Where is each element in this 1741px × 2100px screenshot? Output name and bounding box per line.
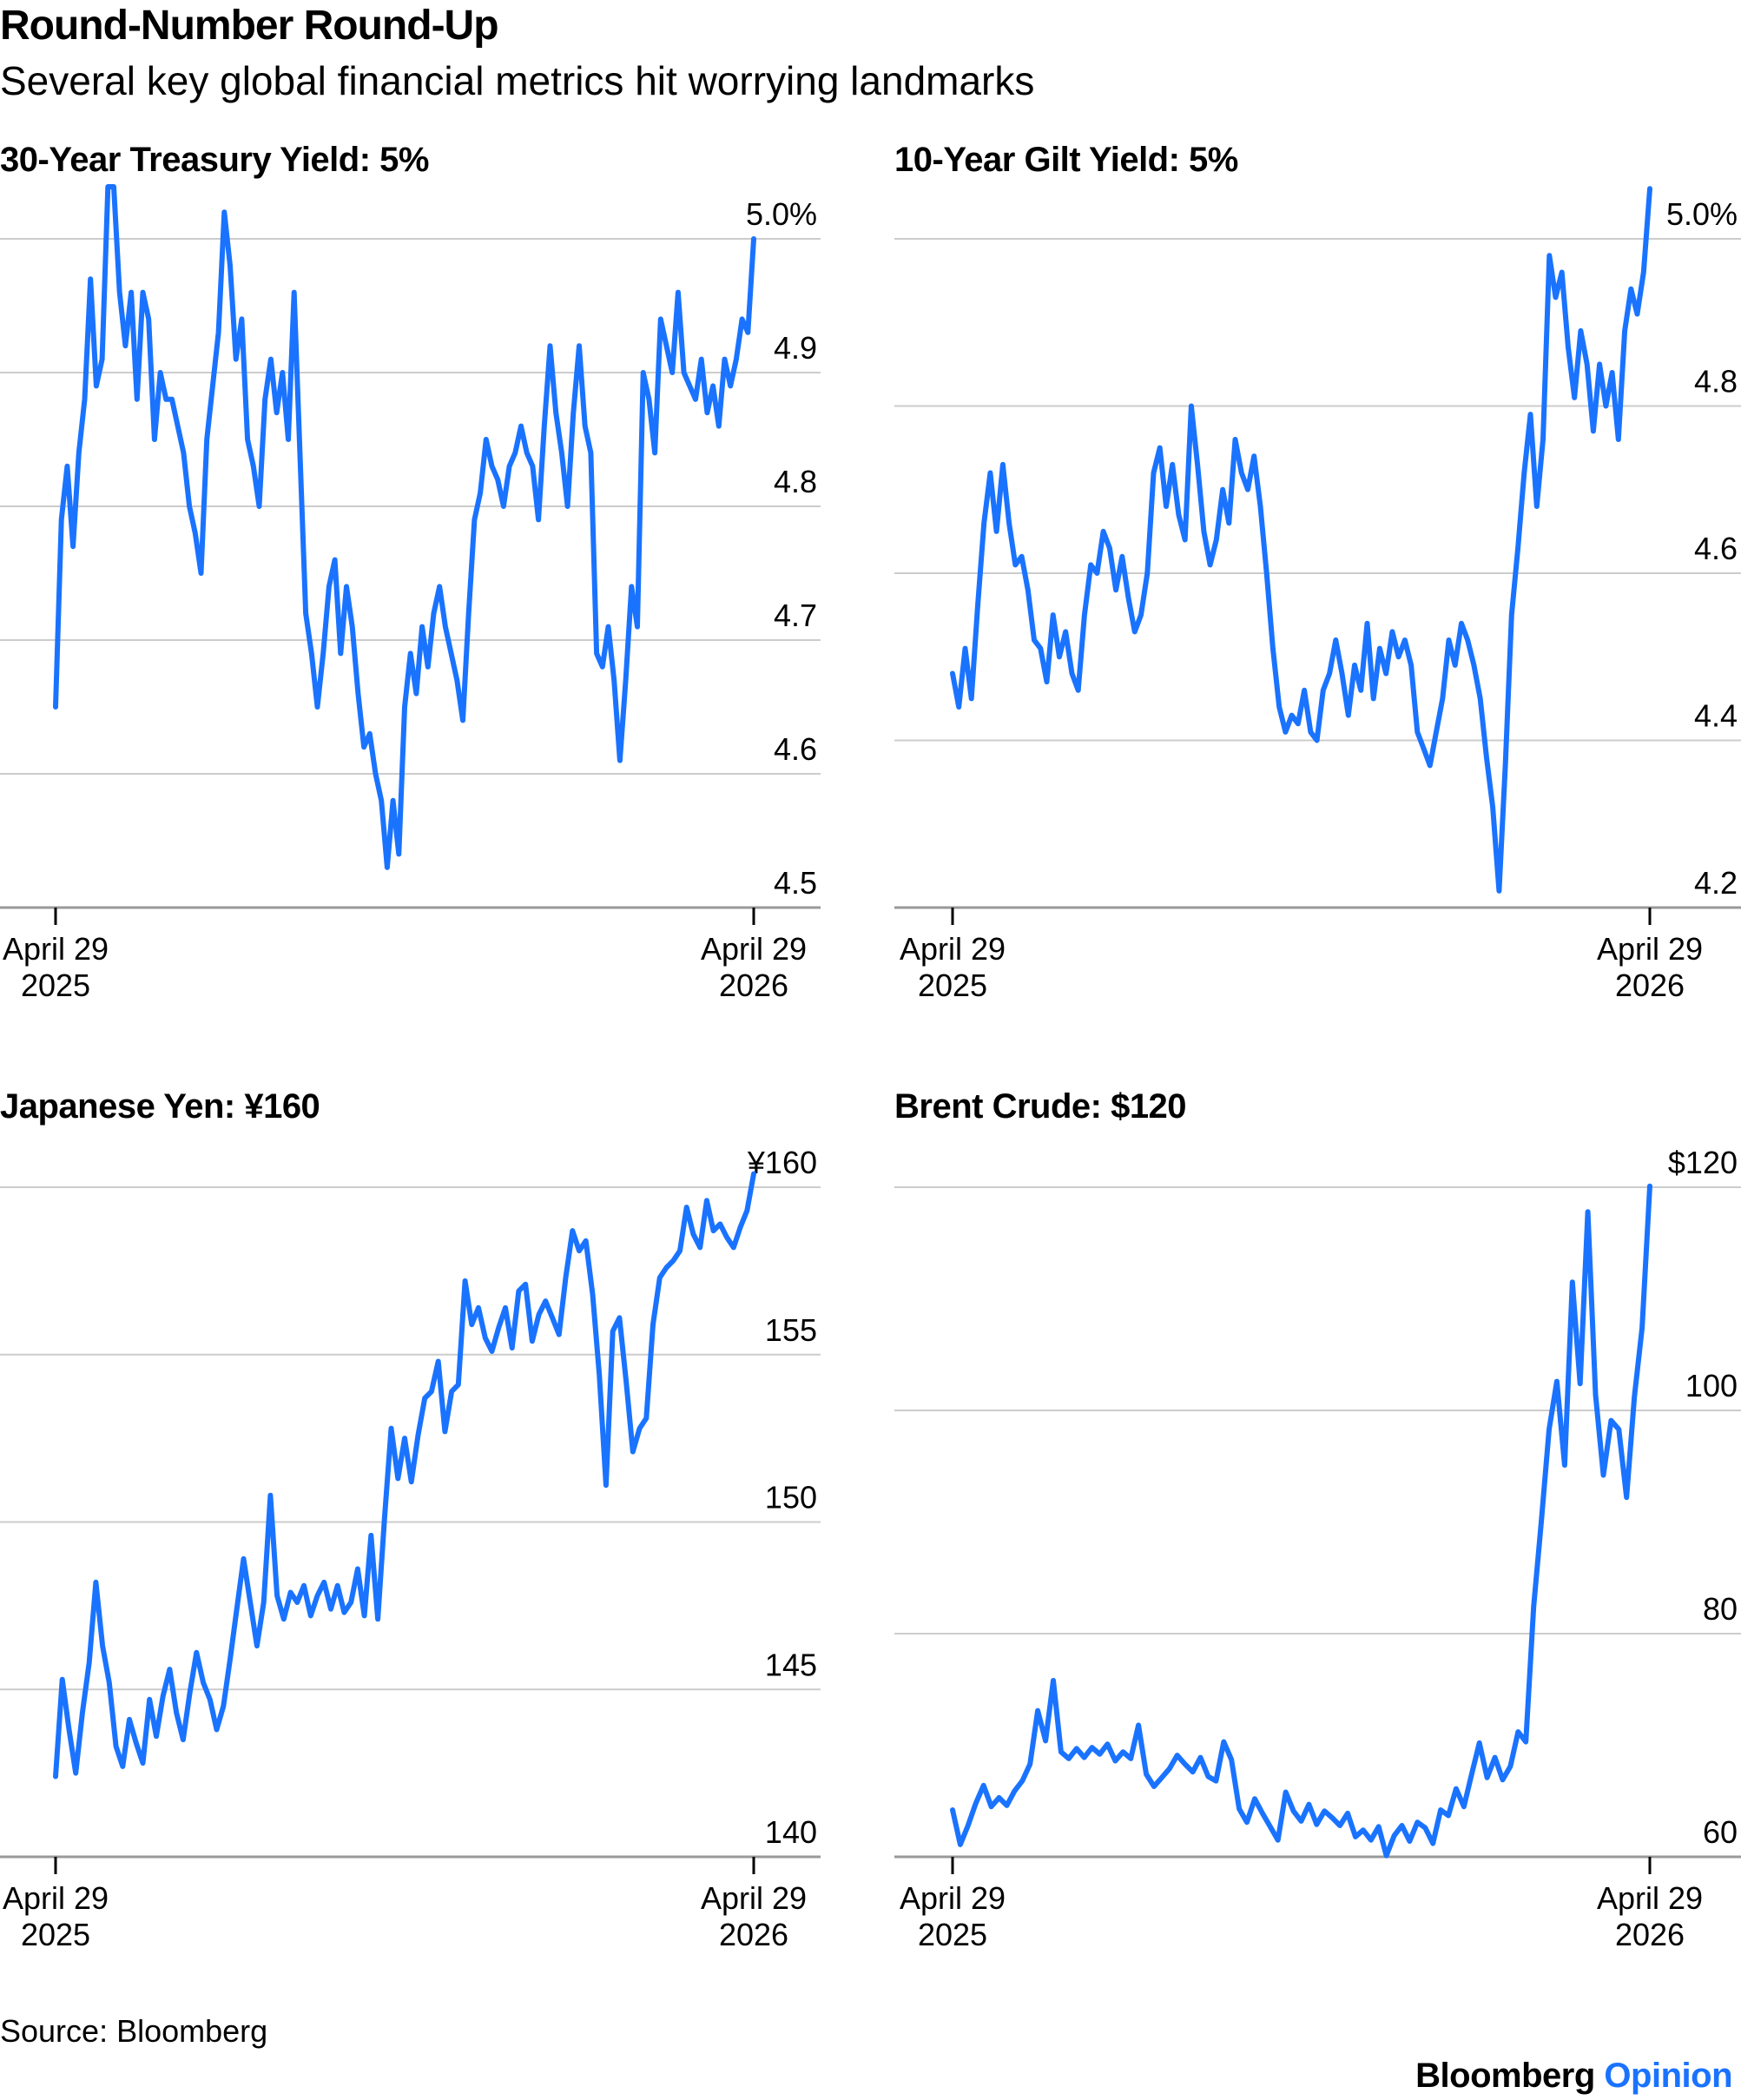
panel-title-gilt: 10-Year Gilt Yield: 5% [894,141,1238,179]
treasury-x-tick-label: April 29 [701,931,807,967]
gilt-x-tick-label: 2025 [918,967,987,1003]
brand-name: Bloomberg [1415,2057,1595,2095]
brent-x-tick-label: 2026 [1615,1917,1685,1952]
gilt-x-tick-label: 2026 [1615,967,1685,1003]
panel-title-treasury: 30-Year Treasury Yield: 5% [0,141,429,179]
gilt-y-tick-label: 4.4 [1694,698,1738,734]
treasury-x-tick-label: 2025 [21,967,90,1003]
treasury-series-line [53,184,756,870]
treasury-x-tick-label: 2026 [719,967,788,1003]
treasury-y-tick-label: 4.5 [774,865,817,901]
yen-series-line [53,1171,756,1780]
brent-y-tick-label: $120 [1668,1145,1738,1180]
gilt-x-tick-label: April 29 [1597,931,1703,967]
brent-y-tick-label: 60 [1703,1814,1738,1850]
yen-y-tick-label: 140 [765,1814,817,1850]
yen-x-tick-label: 2026 [719,1917,788,1952]
treasury-y-tick-label: 4.6 [774,731,817,767]
brent-y-tick-label: 80 [1703,1591,1738,1627]
panel-title-brent: Brent Crude: $120 [894,1087,1187,1126]
yen-y-tick-label: 150 [765,1480,817,1516]
panel-title-yen: Japanese Yen: ¥160 [0,1087,320,1126]
brent-x-tick-label: April 29 [1597,1880,1703,1916]
gilt-y-tick-label: 5.0% [1666,196,1738,232]
treasury-y-tick-label: 4.9 [774,330,817,366]
yen-x-tick-label: 2025 [21,1917,90,1952]
chart-subtitle: Several key global financial metrics hit… [0,58,1035,103]
gilt-series-line [950,186,1652,894]
yen-y-tick-label: 145 [765,1647,817,1682]
brand-logo: Bloomberg Opinion [1415,2057,1732,2096]
yen-y-tick-label: 155 [765,1312,817,1348]
yen-y-tick-label: ¥160 [747,1145,817,1180]
source-note: Source: Bloomberg [0,2013,268,2049]
brent-x-tick-label: April 29 [900,1880,1006,1916]
gilt-y-tick-label: 4.2 [1694,865,1738,901]
chart-title: Round-Number Round-Up [0,3,499,49]
yen-x-tick-label: April 29 [701,1880,807,1916]
gilt-y-tick-label: 4.6 [1694,531,1738,566]
brent-x-tick-label: 2025 [918,1917,987,1952]
gilt-y-tick-label: 4.8 [1694,364,1738,400]
brent-y-tick-label: 100 [1685,1368,1738,1403]
treasury-x-tick-label: April 29 [3,931,109,967]
brent-series-line [950,1183,1652,1859]
treasury-y-tick-label: 5.0% [746,196,817,232]
treasury-y-tick-label: 4.8 [774,464,817,499]
brand-section: Opinion [1604,2057,1732,2095]
yen-x-tick-label: April 29 [3,1880,109,1916]
gilt-x-tick-label: April 29 [900,931,1006,967]
treasury-y-tick-label: 4.7 [774,598,817,633]
